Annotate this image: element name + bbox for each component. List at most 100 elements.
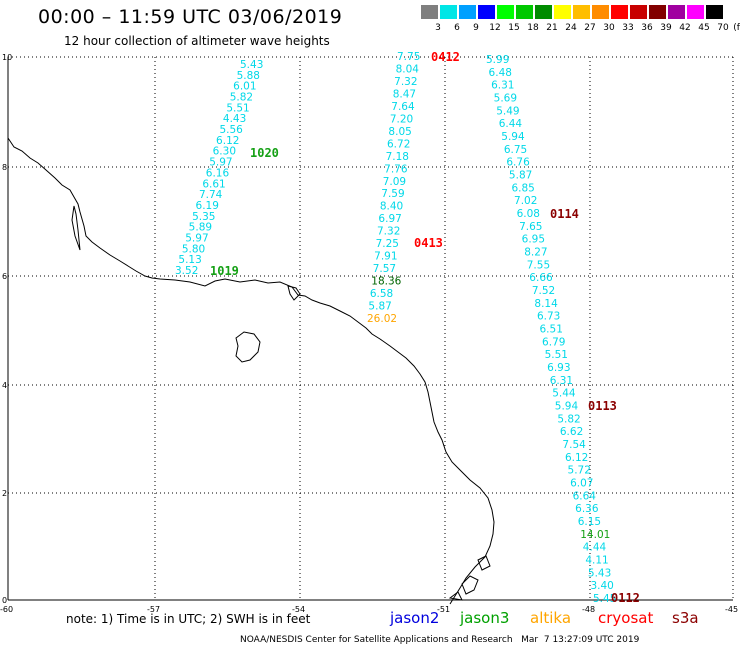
wave-height-value: 5.80	[182, 243, 205, 255]
wave-height-value: 6.48	[489, 67, 512, 79]
wave-height-value: 4.43	[223, 113, 246, 125]
legend-swatch	[478, 5, 495, 19]
wave-height-value: 8.27	[524, 247, 547, 259]
footnote: note: 1) Time is in UTC; 2) SWH is in fe…	[66, 612, 311, 626]
longitude-tick: -48	[582, 605, 595, 614]
wave-height-value: 6.85	[511, 182, 534, 194]
legend-swatch	[649, 5, 666, 19]
wave-height-value: 5.94	[501, 131, 525, 143]
pass-time-label: 0413	[414, 236, 443, 250]
wave-height-value: 6.58	[370, 288, 393, 300]
credit-line: NOAA/NESDIS Center for Satellite Applica…	[240, 635, 640, 645]
satellite-name: s3a	[672, 609, 699, 627]
legend-label: 70	[717, 23, 729, 33]
legend-label: 3	[435, 23, 441, 33]
wave-height-value: 7.91	[374, 251, 397, 263]
wave-height-value: 7.76	[384, 163, 408, 175]
legend-swatch	[535, 5, 552, 19]
latitude-tick: 10	[2, 53, 12, 62]
wave-height-value: 6.97	[378, 213, 401, 225]
wave-height-value: 5.13	[178, 254, 201, 266]
legend-label: 42	[679, 23, 691, 33]
legend-label: 24	[565, 23, 577, 33]
wave-height-value: 7.18	[386, 151, 409, 163]
legend-label: 21	[546, 23, 558, 33]
legend-swatch	[630, 5, 647, 19]
wave-height-value: 5.88	[237, 70, 260, 82]
wave-height-value: 6.19	[196, 200, 219, 212]
satellite-name: jason3	[460, 609, 510, 627]
wave-height-value: 7.55	[527, 259, 550, 271]
pass-time-label: 0114	[550, 207, 579, 221]
wave-height-value: 5.82	[230, 92, 253, 104]
wave-height-value: 7.52	[532, 285, 555, 297]
wave-height-value: 6.07	[570, 478, 593, 490]
coastline-inlet-west	[71, 205, 81, 251]
wave-height-value: 6.62	[560, 426, 583, 438]
legend-swatch	[516, 5, 533, 19]
wave-height-value: 5.69	[494, 93, 517, 105]
wave-height-value: 7.64	[391, 101, 415, 113]
satellite-name: cryosat	[598, 609, 654, 627]
wave-height-value: 6.12	[565, 452, 588, 464]
wave-height-value: 26.02	[367, 313, 397, 325]
wave-height-value: 6.51	[540, 324, 563, 336]
wave-height-value: 6.15	[578, 516, 601, 528]
latitude-tick: 0	[2, 596, 7, 605]
wave-height-value: 7.74	[199, 189, 223, 201]
wave-height-value: 6.66	[529, 272, 553, 284]
wave-height-value: 8.05	[388, 126, 411, 138]
legend-swatch	[573, 5, 590, 19]
coastline	[7, 137, 495, 605]
legend-swatch	[421, 5, 438, 19]
wave-height-value: 6.64	[573, 490, 597, 502]
latitude-tick: 6	[2, 272, 7, 281]
wave-height-value: 7.59	[381, 188, 404, 200]
coastline-inlet-east	[287, 285, 301, 301]
wave-height-value: 7.32	[377, 226, 400, 238]
wave-height-value: 7.65	[519, 221, 542, 233]
wave-height-value: 5.87	[509, 170, 532, 182]
latitude-tick: 8	[2, 163, 7, 172]
wave-height-value: 7.09	[383, 176, 406, 188]
legend-swatch	[440, 5, 457, 19]
wave-height-value: 5.51	[226, 102, 249, 114]
wave-height-value: 5.35	[192, 211, 215, 223]
wave-height-value: 7.25	[376, 238, 399, 250]
island	[235, 331, 261, 363]
wave-height-value: 6.30	[213, 146, 236, 158]
wave-height-value: 8.14	[534, 298, 558, 310]
wave-height-value: 6.16	[206, 167, 230, 179]
wave-height-value: 5.51	[545, 349, 568, 361]
wave-height-value: 5.43	[240, 59, 263, 71]
wave-height-value: 6.44	[499, 118, 523, 130]
wave-height-value: 5.97	[209, 157, 232, 169]
delta-islands	[448, 555, 491, 601]
map-grid	[7, 56, 734, 601]
satellite-name: jason2	[390, 609, 440, 627]
wave-height-value: 5.45	[593, 593, 616, 605]
map-subtitle: 12 hour collection of altimeter wave hei…	[64, 34, 330, 48]
legend-label: 6	[454, 23, 460, 33]
legend-swatch	[706, 5, 723, 19]
wave-height-value: 4.11	[585, 555, 608, 567]
wave-height-value: 5.97	[185, 232, 208, 244]
wave-height-value: 6.08	[517, 208, 540, 220]
legend-swatch	[497, 5, 514, 19]
legend-label: 45	[698, 23, 710, 33]
wave-height-value: 7.75	[397, 51, 420, 63]
wave-height-value: 5.56	[219, 124, 243, 136]
wave-height-value: 6.73	[537, 311, 560, 323]
wave-height-value: 5.89	[189, 222, 212, 234]
wave-height-value: 8.40	[380, 201, 403, 213]
legend-unit: (ft)	[733, 23, 740, 33]
pass-time-label: 0112	[611, 591, 640, 605]
latitude-tick: 2	[2, 489, 7, 498]
longitude-tick: -45	[725, 605, 738, 614]
wave-height-value: 7.54	[562, 439, 586, 451]
latitude-tick: 4	[2, 381, 7, 390]
pass-time-label: 0113	[588, 399, 617, 413]
wave-height-value: 18.36	[371, 276, 401, 288]
wave-height-value: 6.95	[522, 234, 545, 246]
